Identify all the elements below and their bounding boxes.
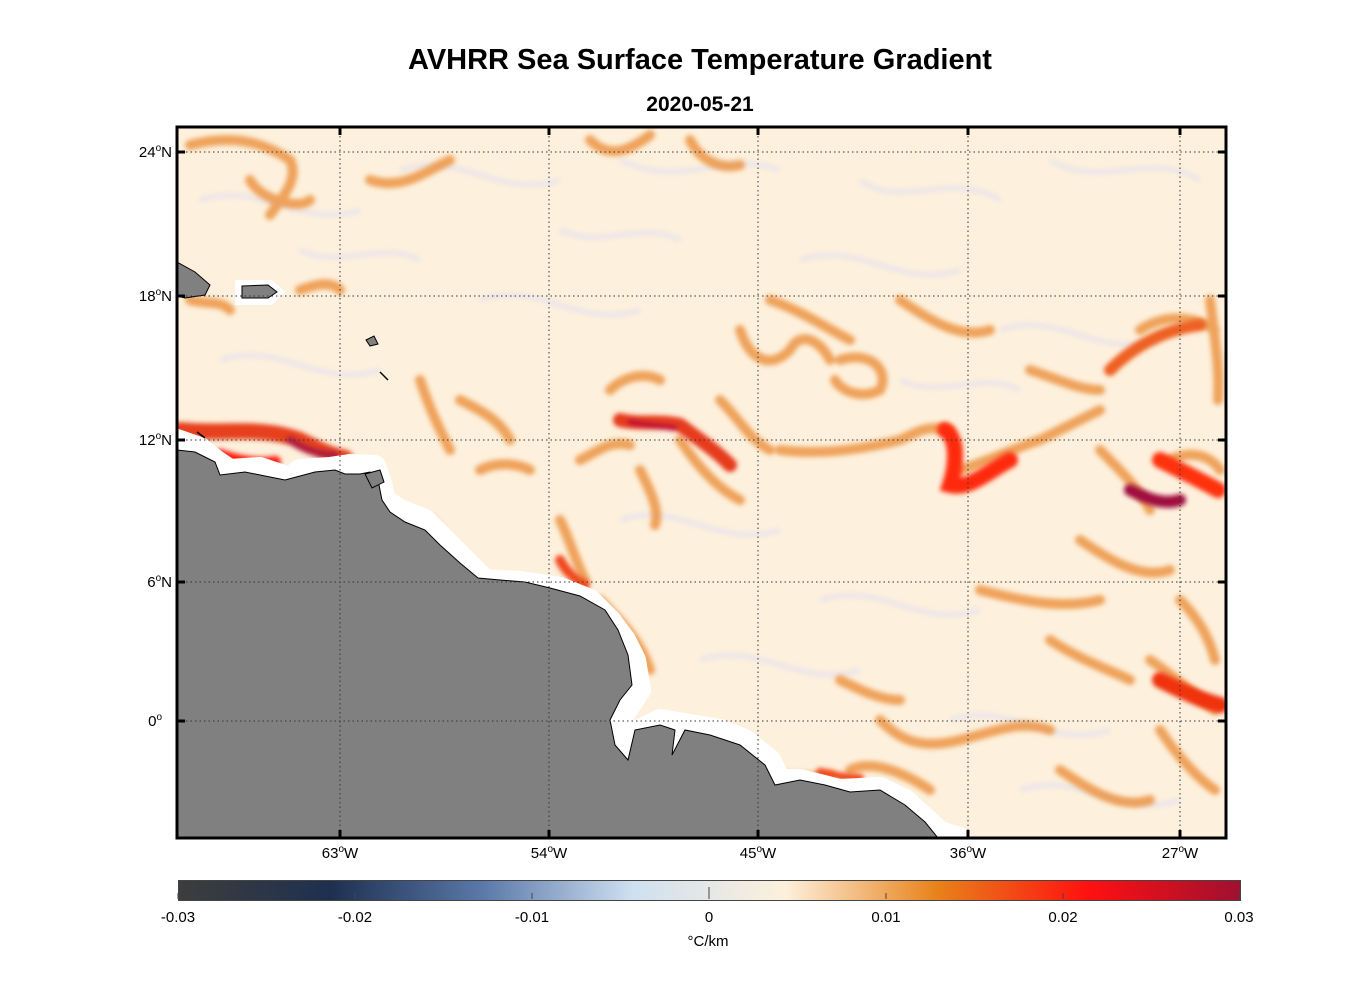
lat-label-18n: 18oN <box>138 287 172 305</box>
map-frame <box>175 125 1228 840</box>
colorbar-tick-label: -0.01 <box>514 909 550 926</box>
graticule <box>177 127 1226 838</box>
map-title: AVHRR Sea Surface Temperature Gradient <box>408 44 992 76</box>
lon-label-45w: 45oW <box>739 844 777 862</box>
lat-label-24n: 24oN <box>138 143 172 161</box>
map-subtitle: 2020-05-21 <box>646 93 754 116</box>
island-shape <box>379 371 389 381</box>
gradient-fronts <box>185 130 1225 808</box>
lat-label-12n: 12oN <box>138 431 172 449</box>
colorbar-tick-label: -0.03 <box>160 909 196 926</box>
map-panel <box>175 125 1228 840</box>
island-shape <box>365 335 379 347</box>
lat-label-0: 0o <box>148 712 162 730</box>
colorbar-tick-label: 0 <box>704 909 714 926</box>
colorbar-tick-label: 0.01 <box>871 909 901 926</box>
island-shape <box>196 431 206 439</box>
lat-label-6n: 6oN <box>147 573 172 591</box>
colorbar <box>178 880 1241 901</box>
island-shape <box>364 469 385 489</box>
strong-gradient-fronts <box>177 319 1226 782</box>
colorbar-unit: °C/km <box>687 933 729 950</box>
island-shape <box>177 261 211 299</box>
colorbar-tick-label: 0.03 <box>1224 909 1254 926</box>
island-shape <box>241 284 278 299</box>
lon-label-54w: 54oW <box>530 844 568 862</box>
south-america-land <box>177 449 939 838</box>
lon-label-63w: 63oW <box>321 844 359 862</box>
axis-ticks <box>177 127 1226 838</box>
land <box>177 261 971 838</box>
colorbar-tick-label: 0.02 <box>1048 909 1078 926</box>
lon-label-36w: 36oW <box>949 844 987 862</box>
colorbar-tick-label: -0.02 <box>337 909 373 926</box>
lon-label-27w: 27oW <box>1161 844 1199 862</box>
gradient-texture <box>199 157 1202 808</box>
